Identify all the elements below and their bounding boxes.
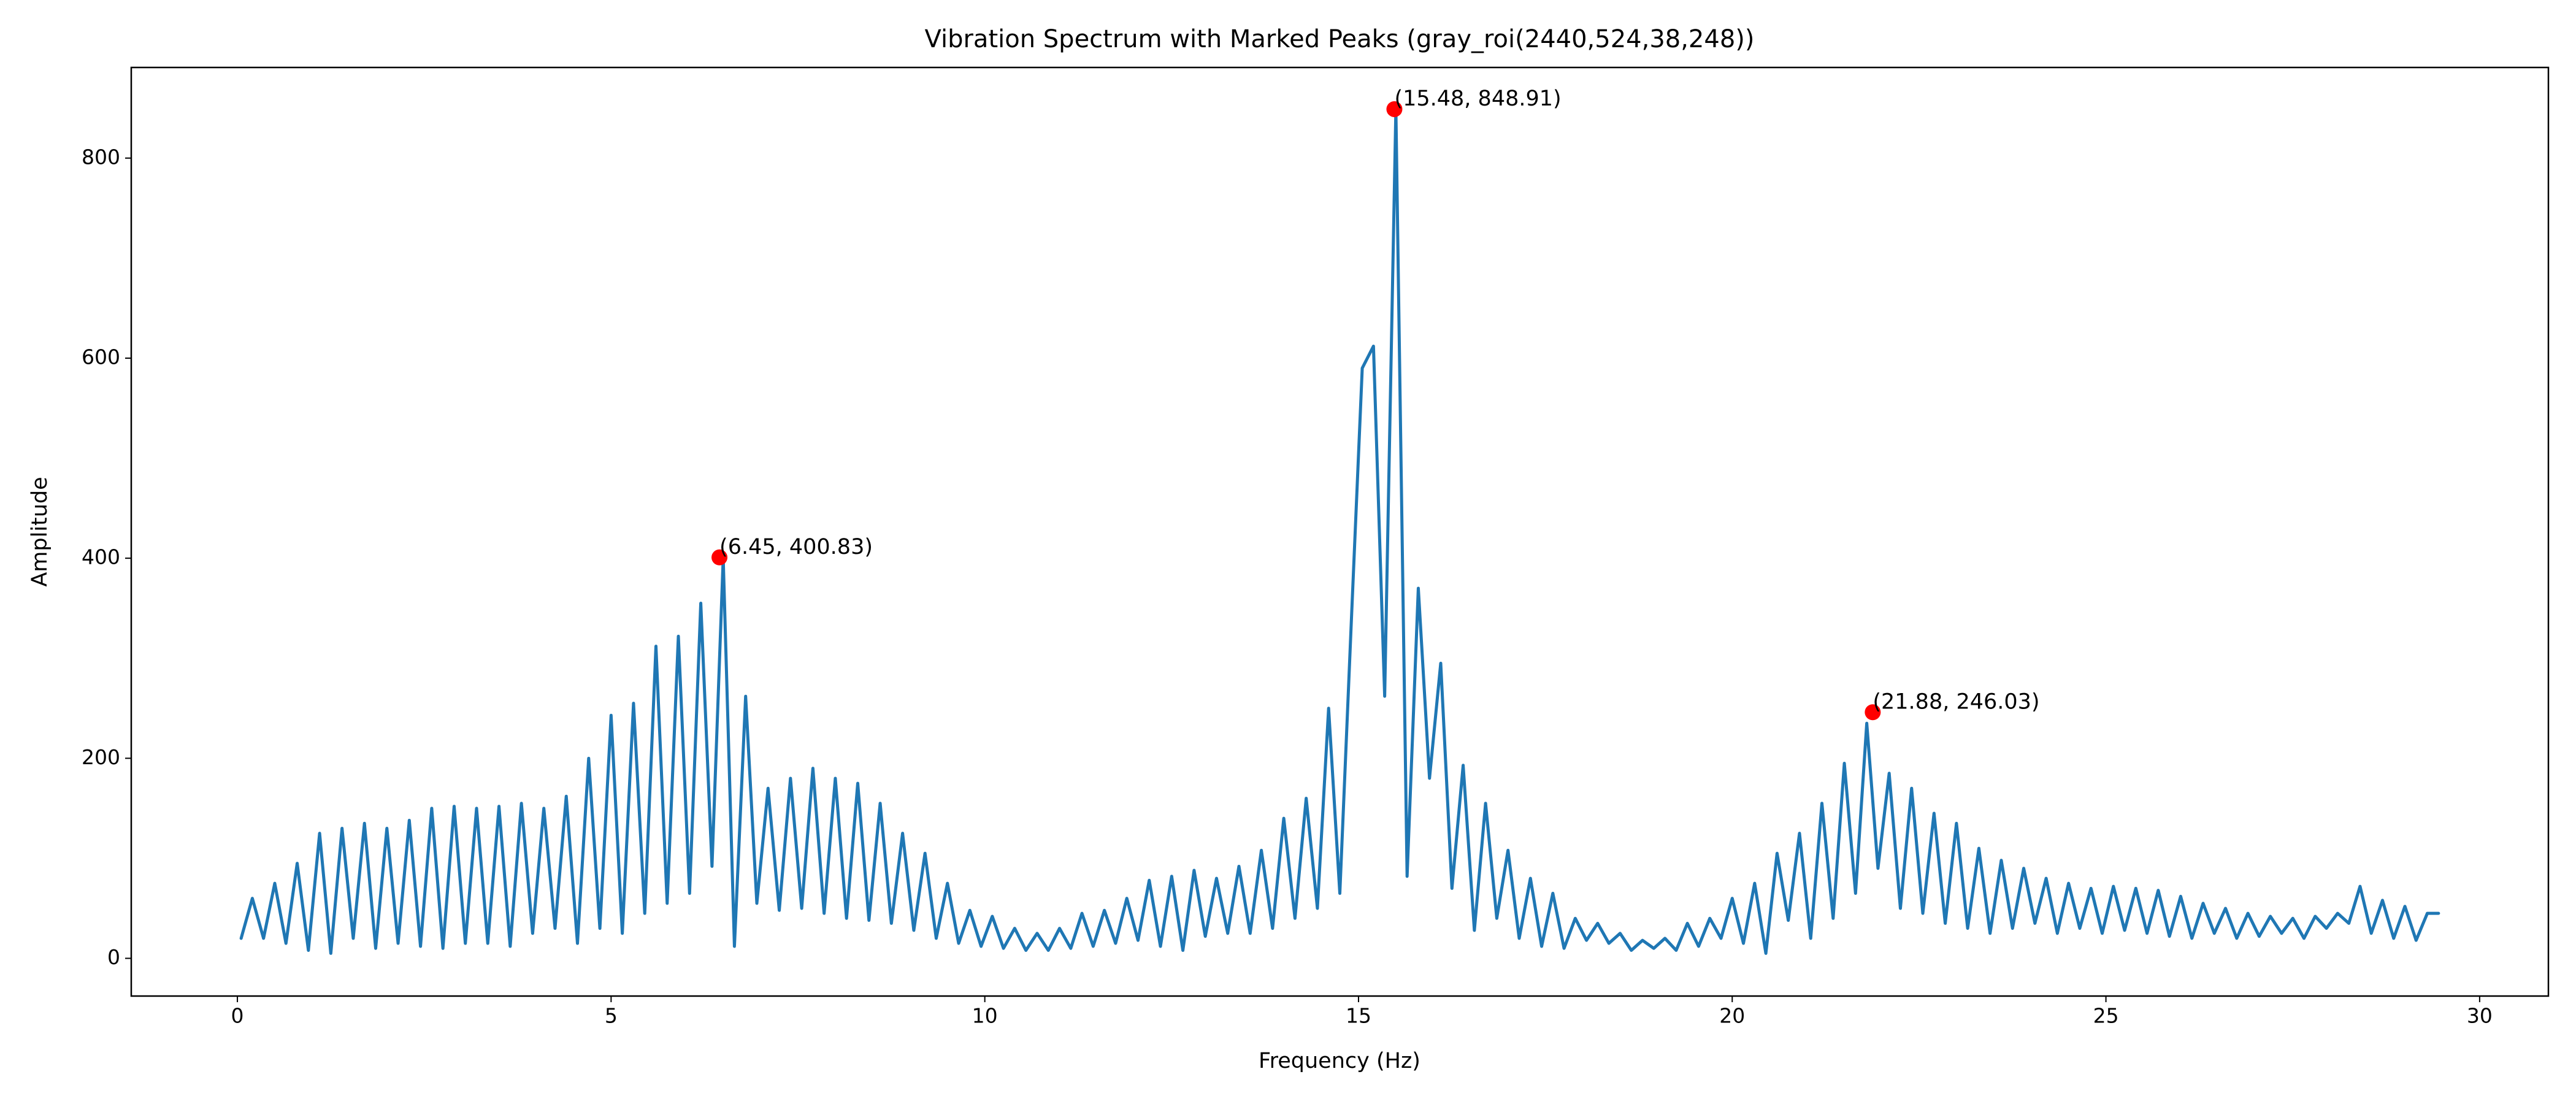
y-axis-label: Amplitude — [28, 477, 52, 586]
x-tick-label: 10 — [972, 1004, 998, 1028]
plot-frame — [130, 66, 2550, 997]
peak-marker — [1865, 704, 1881, 721]
peak-annotation: (21.88, 246.03) — [1873, 689, 2039, 714]
peak-annotation: (6.45, 400.83) — [719, 535, 873, 559]
y-tick-label: 200 — [82, 745, 120, 769]
peak-marker — [1386, 101, 1403, 117]
x-axis-label: Frequency (Hz) — [1259, 1049, 1420, 1073]
peak-annotation: (15.48, 848.91) — [1394, 86, 1561, 111]
y-tick-label: 600 — [82, 345, 120, 369]
peak-marker — [711, 549, 728, 565]
x-tick-label: 5 — [605, 1004, 618, 1028]
x-tick-label: 30 — [2467, 1004, 2493, 1028]
y-tick-label: 400 — [82, 545, 120, 569]
x-tick-label: 20 — [1719, 1004, 1745, 1028]
y-tick-label: 800 — [82, 145, 120, 169]
x-tick-label: 25 — [2093, 1004, 2119, 1028]
y-tick-label: 0 — [107, 945, 120, 969]
x-tick-label: 15 — [1346, 1004, 1371, 1028]
line-series — [239, 107, 2440, 955]
x-tick-label: 0 — [231, 1004, 244, 1028]
chart-title: Vibration Spectrum with Marked Peaks (gr… — [925, 25, 1755, 53]
